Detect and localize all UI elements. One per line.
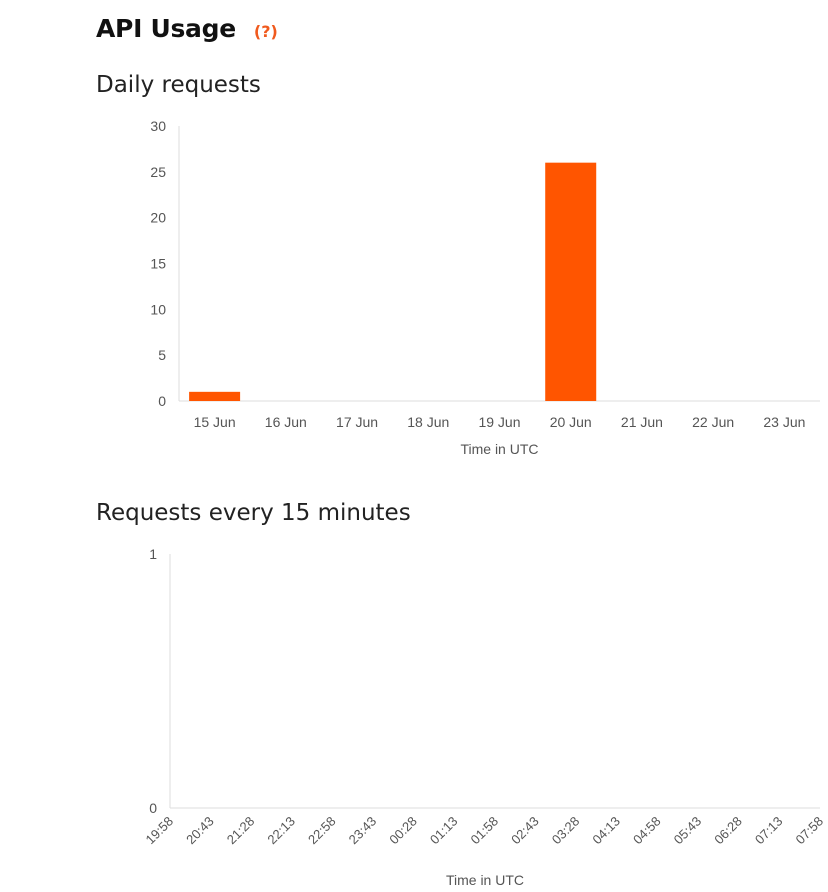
x-axis-title: Time in UTC xyxy=(446,872,524,888)
y-tick-label: 0 xyxy=(158,393,166,409)
page-title: API Usage xyxy=(96,14,236,43)
y-tick-label: 25 xyxy=(150,164,166,180)
x-tick-label: 04:58 xyxy=(630,814,664,848)
x-tick-label: 04:13 xyxy=(589,814,623,848)
y-tick-label: 10 xyxy=(150,301,166,317)
x-tick-label: 05:43 xyxy=(671,814,705,848)
page-header: API Usage (?) xyxy=(96,14,278,43)
x-axis-title: Time in UTC xyxy=(460,441,538,457)
x-tick-label: 22:58 xyxy=(305,814,339,848)
x-tick-label: 17 Jun xyxy=(336,414,378,430)
daily-requests-chart: 0 5 10 15 20 25 30 15 Jun 16 Jun 17 Jun 18 Jun 19 J… xyxy=(150,118,820,457)
requests-15min-title: Requests every 15 minutes xyxy=(96,500,411,526)
x-tick-label: 07:13 xyxy=(752,814,786,848)
x-tick-label: 23:43 xyxy=(346,814,380,848)
x-tick-label: 21 Jun xyxy=(621,414,663,430)
bar-20-jun xyxy=(545,162,597,401)
x-tick-label: 06:28 xyxy=(711,814,745,848)
y-tick-label: 30 xyxy=(150,118,166,134)
y-tick-label: 5 xyxy=(158,347,166,363)
x-tick-label: 19 Jun xyxy=(478,414,520,430)
x-tick-label: 01:58 xyxy=(468,814,502,848)
y-tick-label: 15 xyxy=(150,256,166,272)
x-tick-label: 03:28 xyxy=(549,814,583,848)
daily-requests-title: Daily requests xyxy=(96,72,261,98)
x-tick-label: 20:43 xyxy=(183,814,217,848)
x-tick-label: 22 Jun xyxy=(692,414,734,430)
x-tick-label: 01:13 xyxy=(427,814,461,848)
x-tick-label: 02:43 xyxy=(508,814,542,848)
x-tick-label: 07:58 xyxy=(793,814,827,848)
x-tick-label: 18 Jun xyxy=(407,414,449,430)
x-tick-label: 23 Jun xyxy=(763,414,805,430)
x-tick-label: 15 Jun xyxy=(194,414,236,430)
help-link[interactable]: (?) xyxy=(253,22,278,41)
x-tick-label: 21:28 xyxy=(224,814,258,848)
y-tick-label: 0 xyxy=(149,800,157,816)
y-tick-label: 20 xyxy=(150,210,166,226)
x-tick-label: 22:13 xyxy=(264,814,298,848)
x-tick-label: 16 Jun xyxy=(265,414,307,430)
bar-15-jun xyxy=(189,391,241,401)
x-tick-label: 19:58 xyxy=(143,814,177,848)
x-tick-label: 20 Jun xyxy=(550,414,592,430)
y-tick-label: 1 xyxy=(149,546,157,562)
x-tick-label: 00:28 xyxy=(386,814,420,848)
